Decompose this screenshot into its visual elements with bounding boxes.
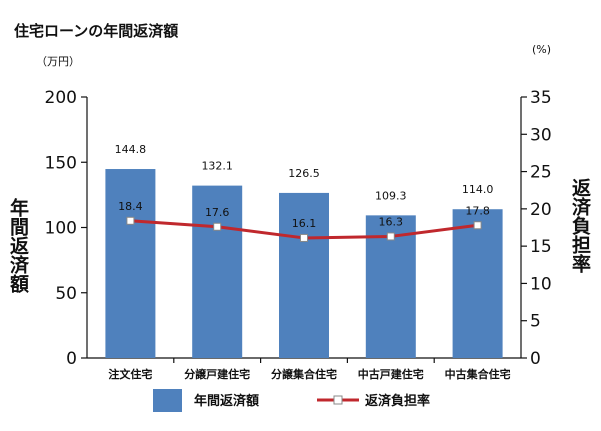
left-tick-label: 100 xyxy=(45,219,77,239)
line-value-label: 17.6 xyxy=(205,206,230,219)
line-value-label: 17.8 xyxy=(465,204,490,217)
category-label: 分譲戸建住宅 xyxy=(184,367,250,381)
legend-bar-label: 年間返済額 xyxy=(194,393,259,409)
right-tick-label: 30 xyxy=(530,125,552,145)
legend-line-marker xyxy=(333,395,343,405)
bar xyxy=(105,169,156,358)
right-tick-label: 20 xyxy=(530,200,552,220)
line-marker xyxy=(473,221,482,230)
right-tick-label: 5 xyxy=(530,312,541,332)
line-value-label: 16.1 xyxy=(292,217,317,230)
left-tick-label: 200 xyxy=(45,88,77,108)
category-label: 分譲集合住宅 xyxy=(271,367,337,381)
right-axis-ticks: 0 5 10 15 20 25 30 35 xyxy=(521,88,552,369)
x-axis-ticks xyxy=(173,358,435,363)
bar xyxy=(452,209,503,358)
bar-value-label: 144.8 xyxy=(115,143,147,156)
legend-bar-swatch xyxy=(153,389,182,412)
left-axis-unit: （万円） xyxy=(36,55,80,68)
bar xyxy=(192,185,243,358)
line-value-label: 16.3 xyxy=(379,215,404,228)
right-tick-label: 0 xyxy=(530,349,541,369)
bar-value-label: 109.3 xyxy=(375,189,407,202)
right-tick-label: 35 xyxy=(530,88,552,108)
line-marker xyxy=(386,232,395,241)
category-label: 注文住宅 xyxy=(108,367,152,381)
right-axis-unit: (%) xyxy=(532,43,551,56)
bar-value-label: 132.1 xyxy=(201,160,233,173)
legend-line-label: 返済負担率 xyxy=(365,393,430,409)
right-tick-label: 10 xyxy=(530,274,552,294)
right-tick-label: 25 xyxy=(530,163,552,183)
legend: 年間返済額 返済負担率 xyxy=(153,389,430,412)
chart-title: 住宅ローンの年間返済額 xyxy=(14,22,178,40)
line-value-label: 18.4 xyxy=(118,200,143,213)
bar-series xyxy=(105,169,503,358)
line-marker xyxy=(126,216,135,225)
bar xyxy=(279,192,329,358)
right-tick-label: 15 xyxy=(530,237,552,257)
left-tick-label: 50 xyxy=(55,284,77,304)
left-tick-label: 150 xyxy=(45,153,77,173)
bar-value-labels: 144.8 132.1 126.5 109.3 114.0 xyxy=(115,143,494,202)
left-axis-ticks: 0 50 100 150 200 xyxy=(45,88,87,369)
bar-value-label: 114.0 xyxy=(462,183,494,196)
line-marker xyxy=(300,233,308,242)
left-axis-title: 年間返済額 xyxy=(7,197,29,294)
bar-value-label: 126.5 xyxy=(288,167,320,180)
left-tick-label: 0 xyxy=(66,349,77,369)
category-labels: 注文住宅 分譲戸建住宅 分譲集合住宅 中古戸建住宅 中古集合住宅 xyxy=(108,367,510,381)
line-series: 18.4 17.6 16.1 16.3 17.8 xyxy=(118,200,490,242)
line-marker xyxy=(213,222,222,231)
category-label: 中古戸建住宅 xyxy=(358,367,424,381)
right-axis-title: 返済負担率 xyxy=(569,178,591,274)
category-label: 中古集合住宅 xyxy=(445,367,511,381)
